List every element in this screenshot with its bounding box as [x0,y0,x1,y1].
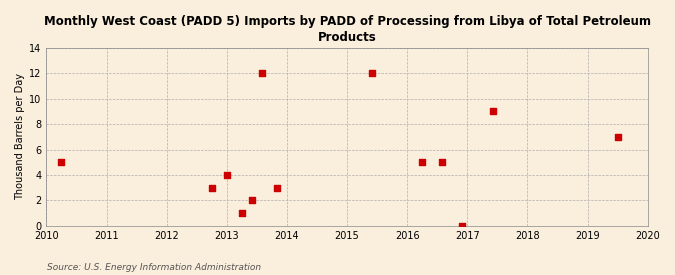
Text: Source: U.S. Energy Information Administration: Source: U.S. Energy Information Administ… [47,263,261,272]
Y-axis label: Thousand Barrels per Day: Thousand Barrels per Day [15,73,25,200]
Point [487,109,498,114]
Point [271,186,282,190]
Point [457,224,468,228]
Point [437,160,448,164]
Point [207,186,217,190]
Point [612,135,623,139]
Point [56,160,67,164]
Point [416,160,427,164]
Title: Monthly West Coast (PADD 5) Imports by PADD of Processing from Libya of Total Pe: Monthly West Coast (PADD 5) Imports by P… [43,15,651,44]
Point [236,211,247,215]
Point [246,198,257,203]
Point [256,71,267,76]
Point [221,173,232,177]
Point [367,71,378,76]
